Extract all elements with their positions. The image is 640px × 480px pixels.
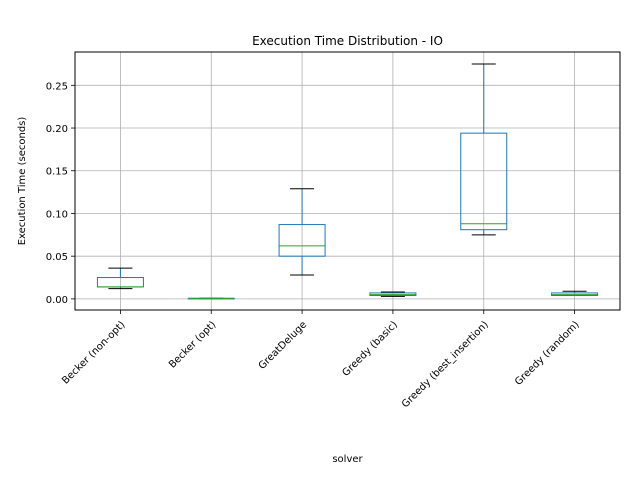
iqr-box <box>278 224 326 257</box>
x-axis-label: solver <box>332 454 363 465</box>
y-axis-label: Execution Time (seconds) <box>17 117 28 246</box>
chart-title: Execution Time Distribution - IO <box>252 34 443 48</box>
y-tick-label: 0.00 <box>46 295 68 306</box>
iqr-box <box>460 132 508 231</box>
boxes <box>96 63 599 300</box>
plot-frame <box>74 51 621 311</box>
y-tick-label: 0.25 <box>46 81 68 92</box>
y-tick-label: 0.15 <box>46 167 68 178</box>
y-tick-label: 0.05 <box>46 252 68 263</box>
y-axis-ticks: 0.00 0.05 0.10 0.15 0.20 0.25 <box>46 81 75 306</box>
y-tick-label: 0.10 <box>46 209 68 220</box>
y-tick-label: 0.20 <box>46 124 68 135</box>
